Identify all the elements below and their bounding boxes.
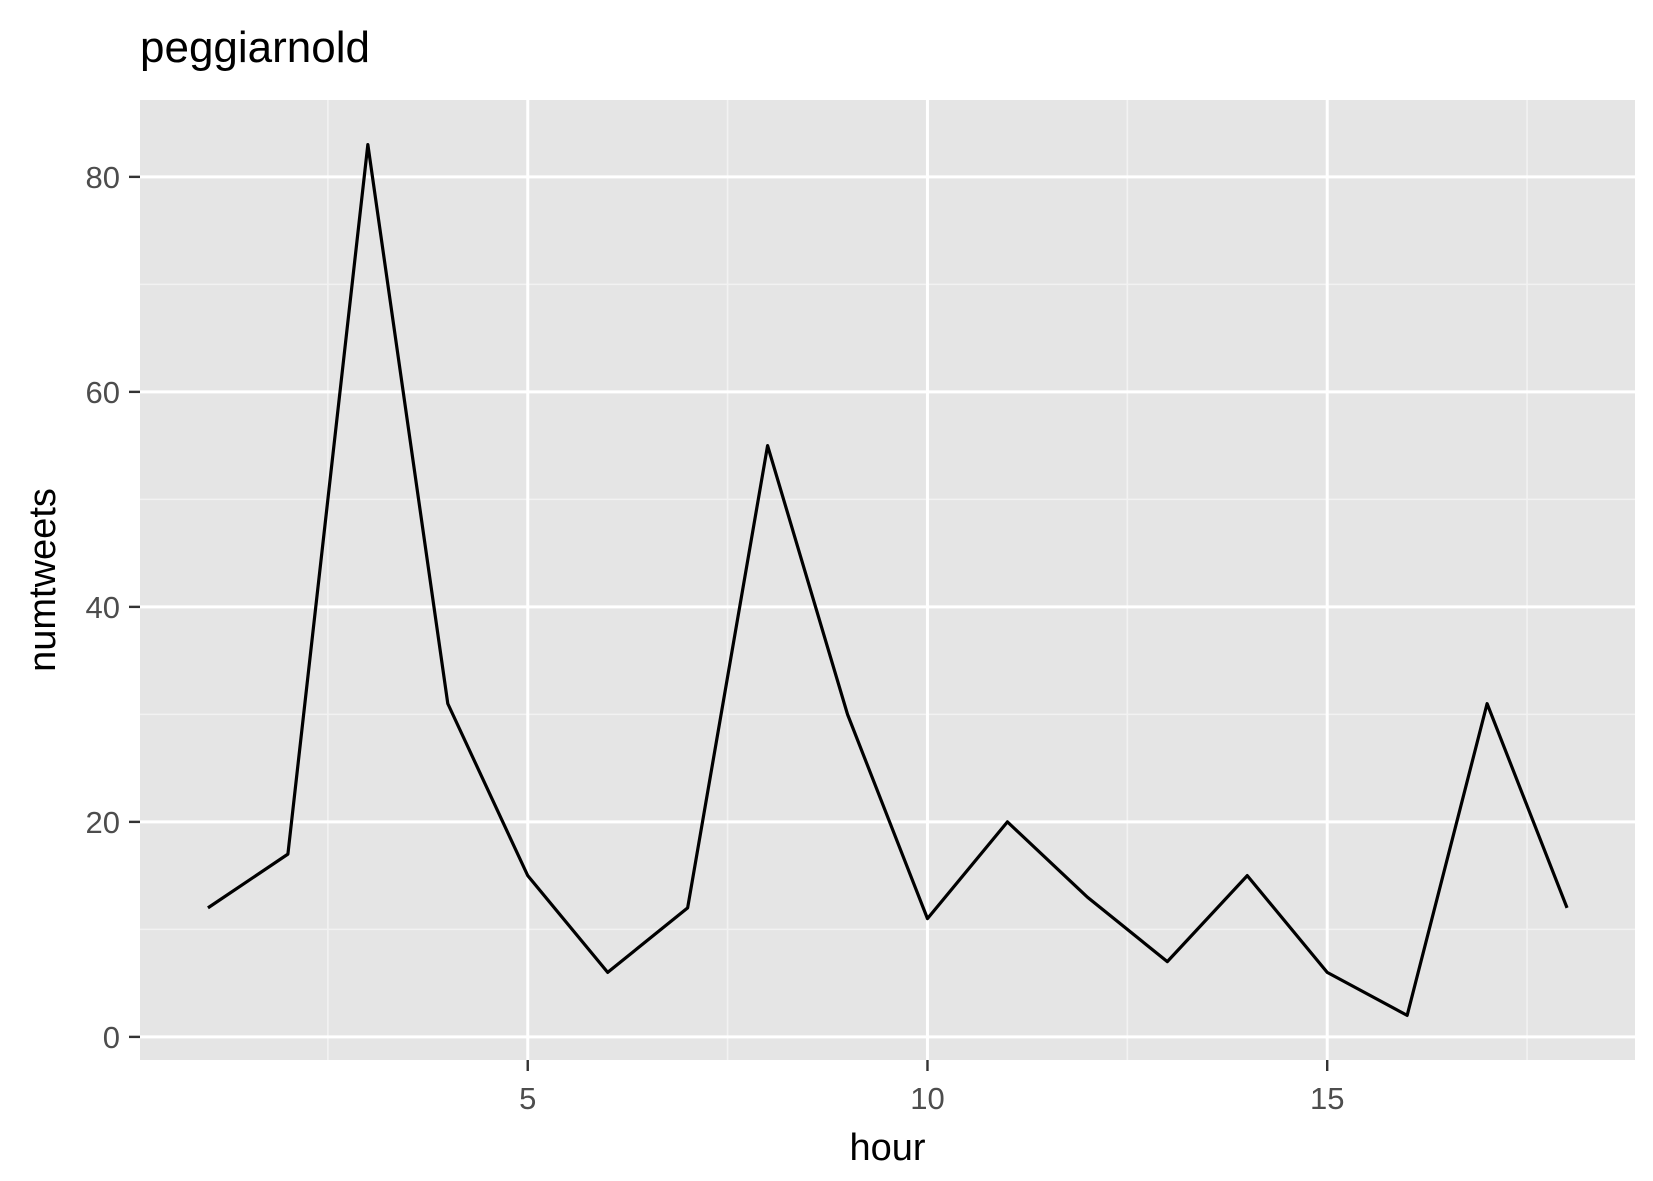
data-point xyxy=(1405,1013,1409,1017)
data-point xyxy=(1485,702,1489,706)
x-axis-tick-labels: 5 10 15 xyxy=(519,1081,1344,1116)
y-tick-label: 60 xyxy=(86,375,120,410)
series-line xyxy=(207,143,1569,1017)
y-tick-label: 40 xyxy=(86,590,120,625)
data-point xyxy=(286,852,290,856)
plot-panel xyxy=(140,100,1635,1060)
y-tick-label: 80 xyxy=(86,160,120,195)
x-tick-label: 15 xyxy=(1310,1081,1344,1116)
y-tick-label: 0 xyxy=(103,1020,120,1055)
chart-title: peggiarnold xyxy=(140,23,370,72)
x-tick-label: 10 xyxy=(910,1081,944,1116)
data-point xyxy=(366,143,370,147)
data-point xyxy=(206,906,210,910)
data-point xyxy=(446,702,450,706)
x-axis-title: hour xyxy=(849,1127,925,1169)
data-point xyxy=(526,874,530,878)
data-point xyxy=(1565,906,1569,910)
data-point xyxy=(846,712,850,716)
y-axis-title: numtweets xyxy=(22,488,64,672)
data-point xyxy=(686,906,690,910)
data-point xyxy=(1165,960,1169,964)
data-point xyxy=(606,970,610,974)
x-tick-label: 5 xyxy=(519,1081,536,1116)
axis-ticks xyxy=(129,175,1329,1071)
y-axis-tick-labels: 0 20 40 60 80 xyxy=(86,160,120,1055)
data-point xyxy=(1245,874,1249,878)
grid-lines xyxy=(140,100,1635,1060)
data-point xyxy=(1325,970,1329,974)
data-point xyxy=(1005,820,1009,824)
data-point xyxy=(766,444,770,448)
data-point xyxy=(925,917,929,921)
data-point xyxy=(1085,895,1089,899)
y-tick-label: 20 xyxy=(86,805,120,840)
